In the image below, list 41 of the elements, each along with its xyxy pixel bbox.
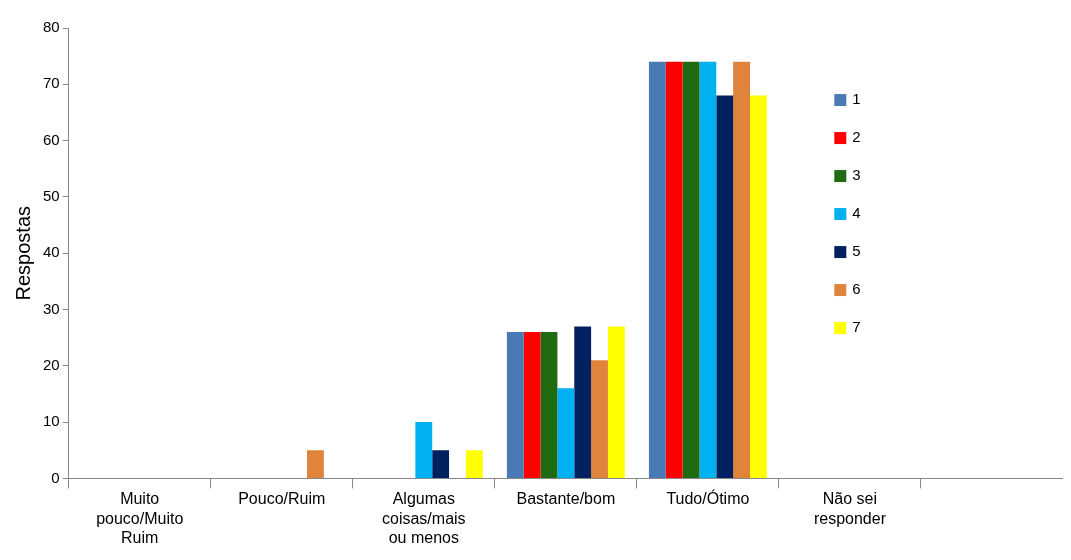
x-tick-label: Tudo/Ótimo (666, 489, 750, 508)
bar (523, 332, 541, 478)
x-tick-label: Não sei responder (813, 490, 887, 527)
bar (665, 61, 683, 478)
bar (733, 61, 750, 478)
legend-label: 4 (852, 204, 861, 222)
bar (540, 332, 558, 478)
bar (506, 332, 524, 478)
y-axis-title: Respostas (11, 205, 34, 301)
bar (607, 326, 625, 478)
bar (749, 95, 767, 478)
x-tick-label: Pouco/Ruim (238, 490, 326, 508)
bar (432, 450, 450, 478)
legend-label: 7 (852, 318, 861, 336)
y-tick-label: 80 (43, 18, 60, 36)
legend-label: 3 (852, 166, 861, 184)
y-tick-label: 70 (43, 74, 60, 92)
x-tick-label: Bastante/bom (516, 490, 616, 508)
bar (716, 95, 734, 478)
bar (699, 61, 717, 478)
y-tick-label: 50 (43, 187, 60, 205)
x-tick-label: Muito pouco/Muito Ruim (96, 490, 184, 546)
bar (648, 61, 666, 478)
legend-label: 6 (852, 280, 861, 298)
bar (574, 326, 592, 478)
x-tick-label: Algumas coisas/mais ou menos (382, 490, 466, 546)
y-tick-label: 40 (43, 243, 60, 261)
y-tick-label: 0 (51, 468, 60, 486)
legend-label: 5 (852, 242, 861, 260)
legend-label: 2 (852, 128, 861, 146)
y-tick-label: 10 (43, 412, 60, 430)
y-tick-label: 20 (43, 355, 60, 373)
y-tick-label: 30 (43, 299, 60, 317)
bar (415, 422, 433, 478)
bar (591, 360, 608, 478)
bar (557, 388, 575, 478)
bar (307, 450, 324, 478)
bar (465, 450, 483, 478)
bar (682, 61, 700, 478)
y-tick-label: 60 (43, 130, 60, 148)
legend-label: 1 (852, 90, 861, 108)
